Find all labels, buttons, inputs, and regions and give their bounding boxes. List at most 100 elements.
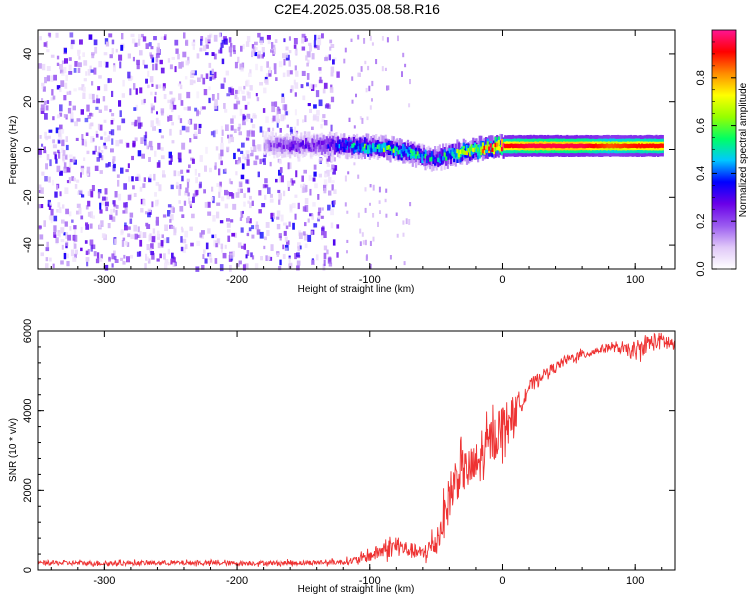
noise-cell <box>318 67 322 71</box>
noise-cell <box>116 125 121 131</box>
noise-cell <box>172 104 177 110</box>
noise-cell <box>309 83 313 89</box>
noise-cell <box>180 100 184 106</box>
noise-cell <box>323 188 327 194</box>
noise-cell <box>123 183 127 190</box>
noise-cell <box>294 92 297 97</box>
signal-cell <box>416 151 419 156</box>
noise-cell <box>286 240 290 245</box>
noise-cell <box>101 233 106 238</box>
noise-cell <box>308 42 312 46</box>
noise-cell <box>291 202 296 209</box>
noise-cell <box>220 137 224 143</box>
noise-cell <box>304 205 309 212</box>
noise-cell <box>77 67 81 73</box>
noise-cell <box>304 243 308 248</box>
noise-cell <box>169 214 174 221</box>
signal-cell <box>426 156 429 161</box>
signal-cell <box>311 139 314 148</box>
noise-cell <box>251 255 255 260</box>
noise-cell <box>249 85 253 91</box>
noise-cell <box>230 42 233 48</box>
noise-cell <box>69 226 72 231</box>
signal-cell <box>564 143 567 148</box>
noise-cell <box>115 48 118 53</box>
signal-cell <box>583 144 586 149</box>
noise-cell <box>127 71 131 79</box>
signal-cell <box>580 143 583 148</box>
noise-cell <box>336 224 340 229</box>
noise-cell <box>75 137 79 141</box>
noise-cell <box>101 199 105 206</box>
noise-cell <box>377 221 379 227</box>
noise-cell <box>330 84 333 90</box>
noise-cell <box>150 54 154 59</box>
noise-cell <box>323 231 327 238</box>
signal-cell <box>628 143 631 149</box>
noise-cell <box>292 180 296 184</box>
noise-cell <box>76 179 80 183</box>
noise-cell <box>64 48 67 53</box>
noise-cell <box>247 92 251 99</box>
noise-cell <box>247 200 250 204</box>
noise-cell <box>290 129 294 136</box>
noise-cell <box>278 199 281 205</box>
noise-cell <box>222 253 227 259</box>
noise-cell <box>89 65 92 70</box>
noise-cell <box>47 199 51 207</box>
noise-cell <box>152 63 155 71</box>
noise-cell <box>326 249 329 255</box>
x-tick-label: 0 <box>499 575 505 587</box>
noise-cell <box>245 150 250 157</box>
noise-cell <box>41 98 44 103</box>
noise-cell <box>215 146 219 151</box>
noise-cell <box>251 124 256 129</box>
noise-cell <box>317 211 321 217</box>
noise-cell <box>151 83 154 87</box>
noise-cell <box>330 44 335 48</box>
noise-cell <box>254 263 259 269</box>
noise-cell <box>68 162 72 168</box>
signal-cell <box>320 140 324 145</box>
signal-cell <box>289 142 292 147</box>
signal-cell <box>274 144 277 149</box>
noise-cell <box>166 261 170 266</box>
noise-cell <box>311 126 314 130</box>
noise-cell <box>91 215 95 219</box>
noise-cell <box>273 216 276 220</box>
noise-cell <box>261 54 264 59</box>
noise-cell <box>365 87 368 93</box>
noise-cell <box>170 258 173 265</box>
signal-cell <box>469 147 472 157</box>
noise-cell <box>294 82 299 89</box>
noise-cell <box>145 78 148 84</box>
noise-cell <box>316 115 320 122</box>
noise-cell <box>65 253 69 259</box>
noise-cell <box>211 52 215 56</box>
noise-cell <box>363 38 366 44</box>
signal-cell <box>368 145 371 150</box>
noise-cell <box>56 55 60 60</box>
noise-cell <box>312 177 316 182</box>
signal-cell <box>419 152 422 157</box>
noise-cell <box>330 154 335 162</box>
noise-cell <box>234 61 238 69</box>
signal-cell <box>551 143 554 148</box>
noise-cell <box>242 264 246 271</box>
noise-cell <box>189 200 193 207</box>
signal-cell <box>590 143 593 148</box>
noise-cell <box>251 49 255 56</box>
noise-cell <box>108 258 111 262</box>
noise-cell <box>150 243 154 249</box>
noise-cell <box>181 125 186 131</box>
noise-cell <box>304 115 307 123</box>
noise-cell <box>112 208 115 213</box>
noise-cell <box>59 112 63 117</box>
noise-cell <box>111 263 114 268</box>
noise-cell <box>299 245 302 250</box>
noise-cell <box>142 199 146 206</box>
noise-cell <box>104 188 108 195</box>
noise-cell <box>328 177 332 183</box>
noise-cell <box>156 111 158 115</box>
noise-cell <box>99 124 103 131</box>
